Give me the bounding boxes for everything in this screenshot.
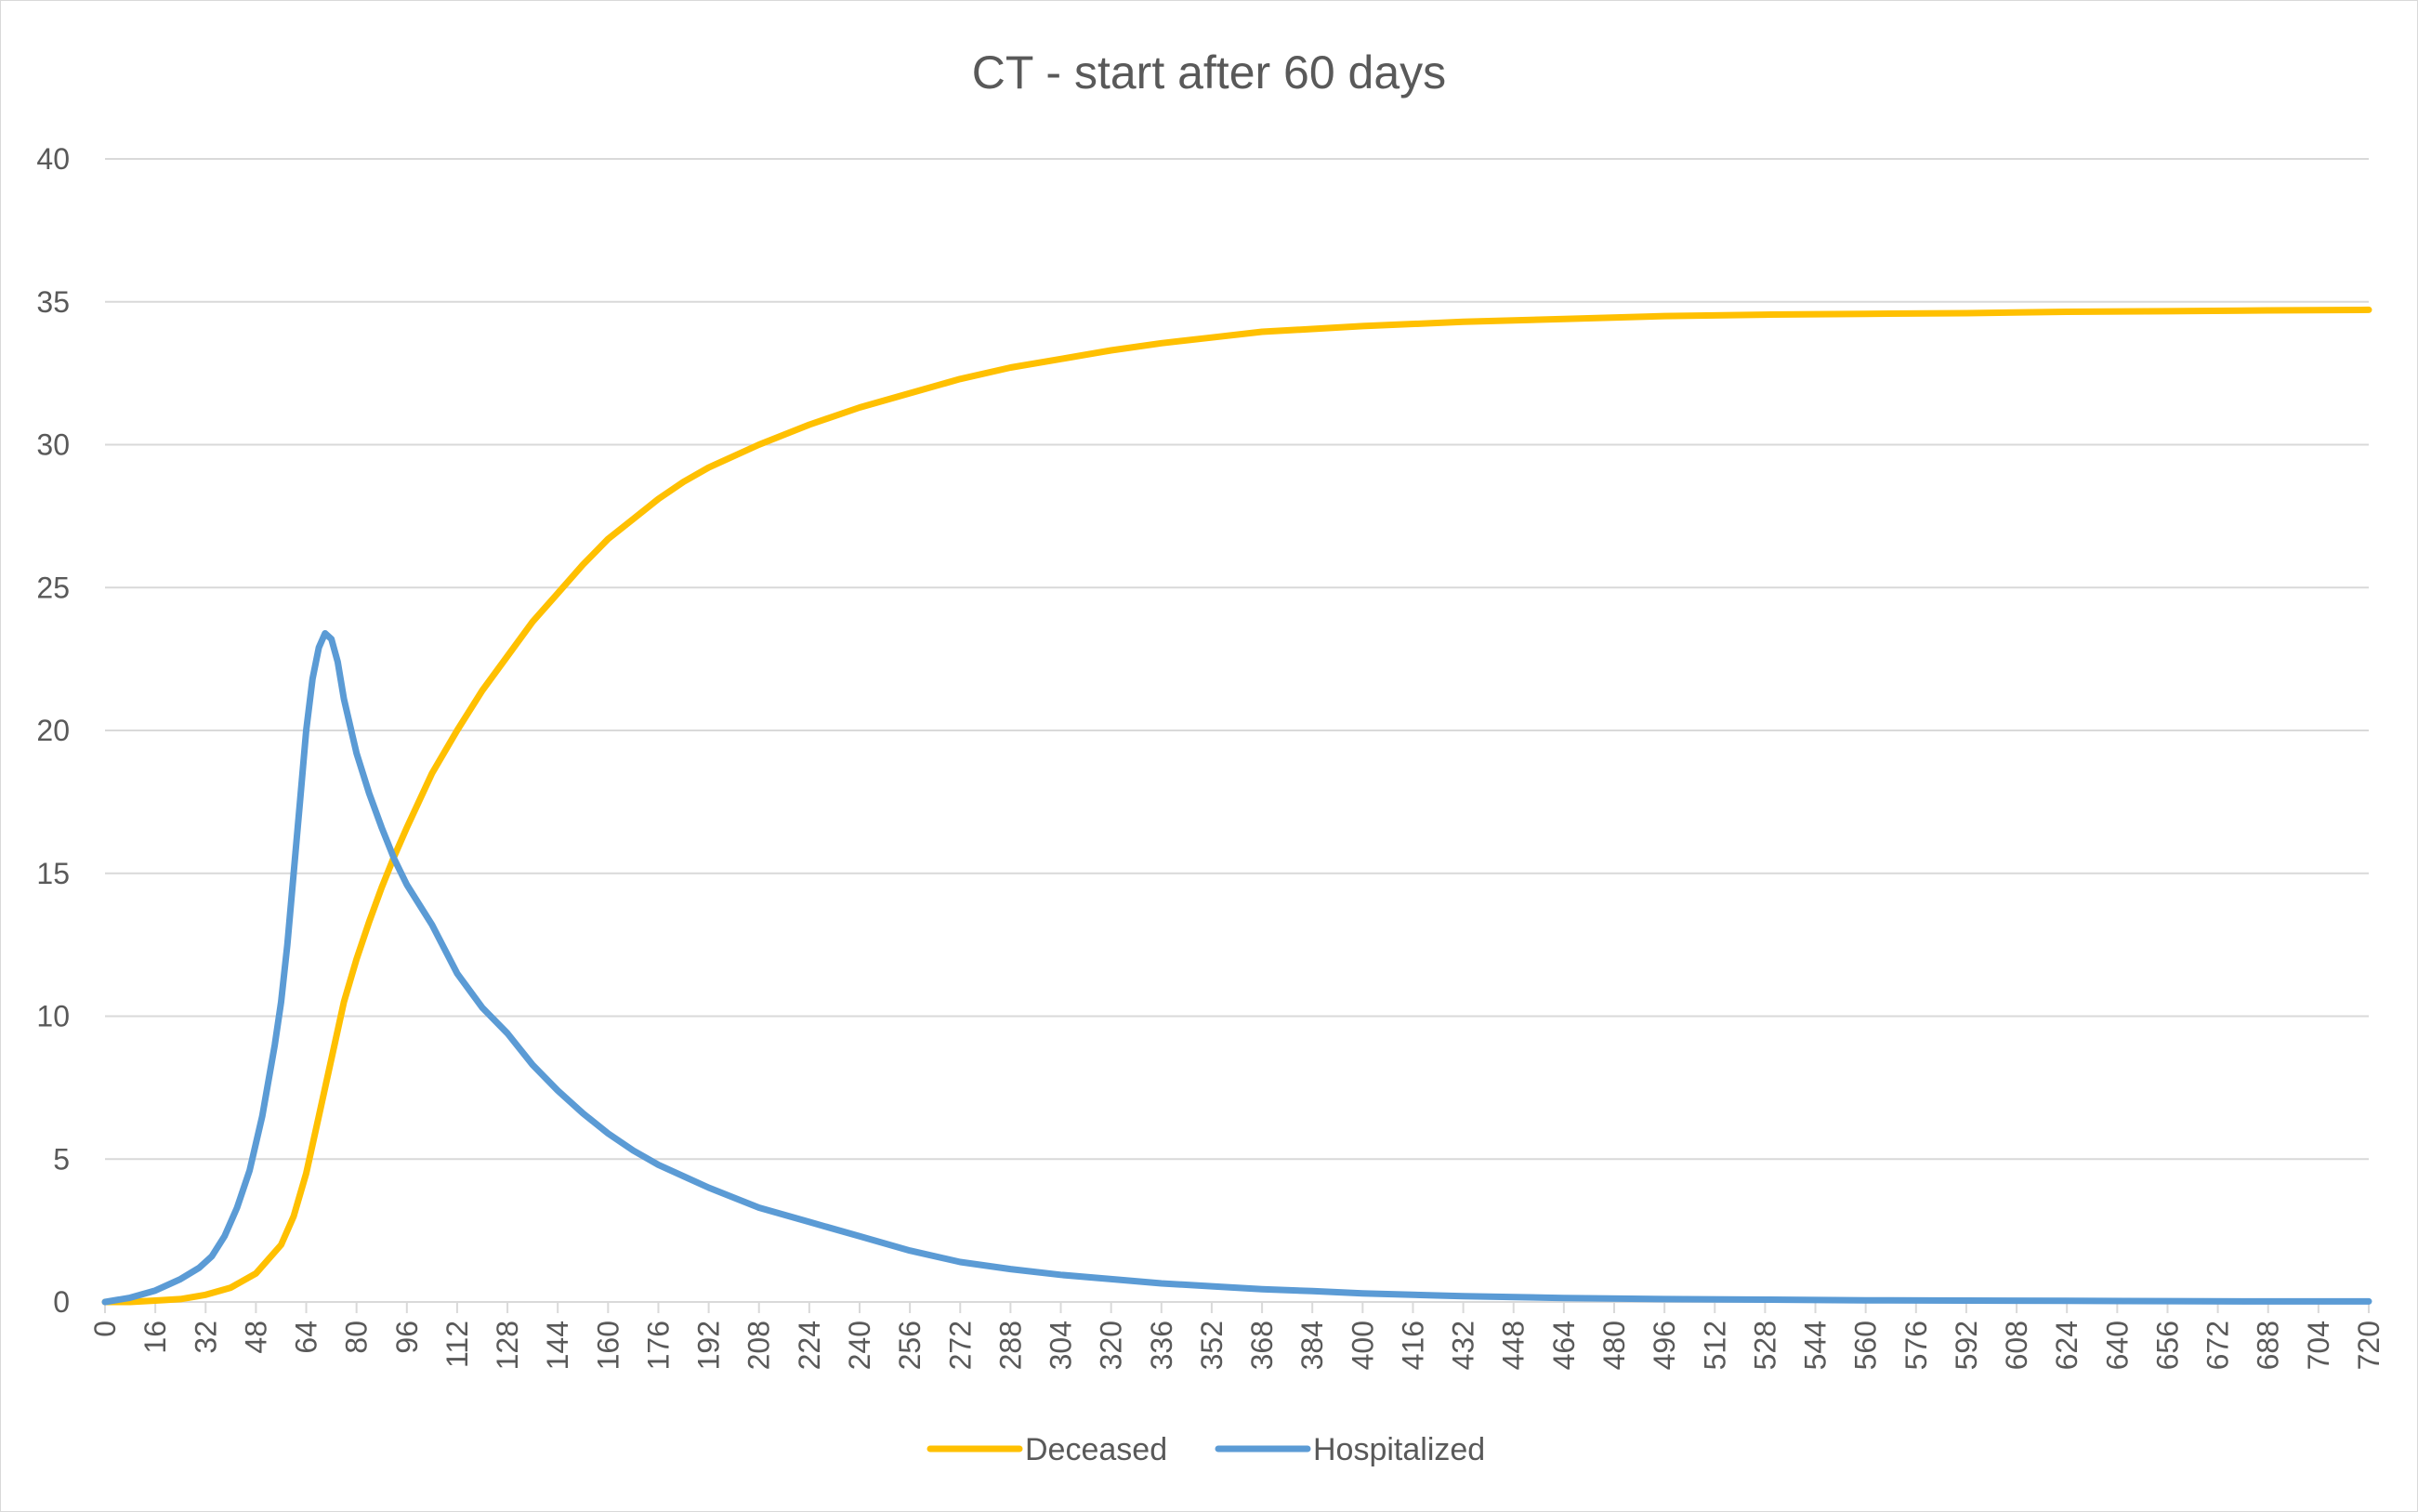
y-tick-label: 35 [36,285,70,319]
legend-label-deceased: Deceased [1025,1432,1167,1467]
y-tick-label: 25 [36,571,70,604]
gridlines [105,158,2369,1161]
x-tick-label: 704 [2302,1321,2335,1370]
y-tick-label: 0 [53,1285,70,1319]
chart-title: CT - start after 60 days [972,46,1446,99]
series-line-deceased [101,306,2372,1306]
x-tick-label: 672 [2201,1321,2235,1370]
y-tick-label: 15 [36,857,70,890]
legend: Deceased Hospitalized [926,1432,1485,1467]
y-tick-label: 20 [36,714,70,747]
legend-label-hospitalized: Hospitalized [1313,1432,1485,1467]
x-tick-label: 448 [1497,1321,1531,1370]
x-tick-label: 528 [1748,1321,1781,1370]
x-tick-label: 464 [1547,1321,1581,1370]
x-tick-label: 32 [189,1321,222,1354]
x-tick-label: 384 [1295,1321,1329,1370]
x-tick-label: 0 [88,1321,122,1337]
x-tick-label: 288 [993,1321,1027,1370]
x-tick-label: 112 [440,1321,474,1368]
y-tick-label: 30 [36,428,70,462]
x-tick-label: 320 [1095,1321,1128,1370]
x-tick-label: 240 [843,1321,876,1370]
x-tick-label: 496 [1648,1321,1681,1370]
y-tick-label: 10 [36,1000,70,1033]
y-tick-label: 40 [36,142,70,176]
y-tick-label: 5 [53,1142,70,1176]
x-tick-label: 656 [2150,1321,2184,1370]
x-tick-label: 640 [2100,1321,2134,1370]
x-tick-label: 64 [290,1321,323,1354]
x-tick-label: 176 [641,1321,675,1370]
x-tick-label: 304 [1045,1321,1078,1370]
x-tick-label: 416 [1396,1321,1429,1370]
series-line-hospitalized [101,630,2372,1306]
x-tick-label: 688 [2252,1321,2285,1370]
x-tick-label: 512 [1698,1321,1731,1370]
x-tick-label: 16 [138,1321,172,1354]
x-tick-label: 400 [1346,1321,1379,1370]
x-tick-label: 480 [1597,1321,1631,1370]
x-tick-label: 576 [1899,1321,1933,1370]
x-tick-label: 144 [541,1321,574,1370]
x-tick-label: 368 [1245,1321,1279,1370]
x-tick-label: 544 [1799,1321,1833,1370]
x-tick-label: 160 [591,1321,624,1370]
x-tick-label: 560 [1849,1321,1883,1370]
x-tick-label: 624 [2050,1321,2083,1370]
x-tick-label: 48 [239,1321,272,1354]
x-tick-label: 192 [692,1321,726,1370]
series-lines [101,306,2372,1306]
x-tick-label: 432 [1447,1321,1480,1370]
x-tick-label: 592 [1950,1321,1983,1370]
x-tick-label: 352 [1195,1321,1229,1370]
x-tick-label: 720 [2352,1321,2385,1370]
x-tick-label: 336 [1145,1321,1178,1370]
x-tick-label: 208 [742,1321,776,1370]
x-tick-label: 608 [2000,1321,2033,1370]
x-tick-label: 96 [390,1321,424,1354]
x-tick-label: 224 [793,1321,826,1370]
x-tick-label: 272 [943,1321,977,1370]
x-tick-label: 128 [491,1321,524,1370]
x-tick-label: 80 [340,1321,374,1354]
x-tick-label: 256 [893,1321,926,1370]
